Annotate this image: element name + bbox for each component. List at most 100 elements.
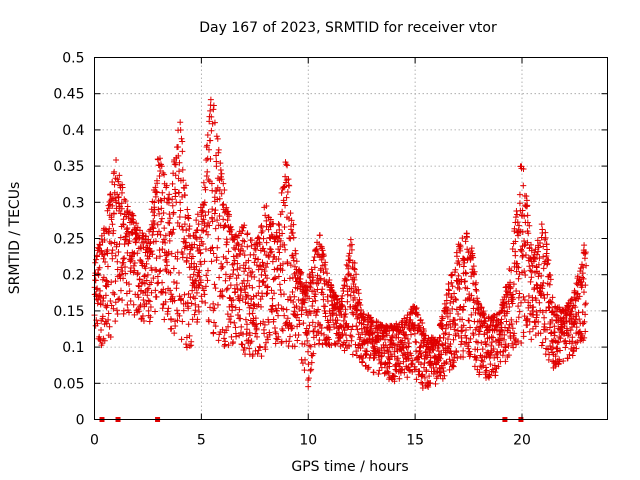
data-point bbox=[151, 220, 158, 227]
data-point bbox=[146, 318, 153, 325]
data-point bbox=[307, 367, 314, 374]
data-point bbox=[201, 258, 208, 265]
data-point bbox=[340, 317, 347, 324]
data-point bbox=[513, 318, 520, 325]
data-point bbox=[184, 254, 191, 261]
data-point bbox=[451, 290, 458, 297]
data-point bbox=[400, 350, 407, 357]
data-point bbox=[455, 310, 462, 317]
data-point bbox=[498, 316, 505, 323]
data-point bbox=[118, 205, 125, 212]
data-point bbox=[525, 299, 532, 306]
data-point bbox=[241, 238, 248, 245]
x-tick-label: 0 bbox=[90, 433, 99, 449]
data-point bbox=[248, 242, 255, 249]
data-point bbox=[294, 337, 301, 344]
data-point bbox=[122, 270, 129, 277]
data-point bbox=[96, 241, 103, 248]
data-point bbox=[222, 277, 229, 284]
data-point bbox=[250, 301, 257, 308]
data-point bbox=[575, 295, 582, 302]
data-point bbox=[210, 106, 217, 113]
data-point bbox=[460, 347, 467, 354]
data-point bbox=[537, 239, 544, 246]
data-point bbox=[521, 268, 528, 275]
data-point bbox=[286, 338, 293, 345]
data-point bbox=[267, 216, 274, 223]
data-point bbox=[342, 310, 349, 317]
data-point bbox=[460, 303, 467, 310]
data-point bbox=[287, 210, 294, 217]
data-point bbox=[176, 214, 183, 221]
data-point bbox=[528, 247, 535, 254]
data-point bbox=[141, 273, 148, 280]
data-point bbox=[246, 345, 253, 352]
data-point bbox=[444, 336, 451, 343]
data-point bbox=[116, 172, 123, 179]
data-point bbox=[225, 342, 232, 349]
data-point bbox=[233, 333, 240, 340]
data-point bbox=[145, 236, 152, 243]
data-point bbox=[298, 307, 305, 314]
data-point bbox=[339, 331, 346, 338]
data-point bbox=[514, 219, 521, 226]
data-point bbox=[515, 264, 522, 271]
data-point bbox=[551, 332, 558, 339]
data-point bbox=[145, 297, 152, 304]
data-point bbox=[201, 199, 208, 206]
data-point bbox=[208, 258, 215, 265]
data-point bbox=[157, 267, 164, 274]
data-point bbox=[283, 194, 290, 201]
data-point bbox=[447, 324, 454, 331]
data-point bbox=[338, 295, 345, 302]
data-point bbox=[202, 212, 209, 219]
data-point bbox=[139, 312, 146, 319]
data-point bbox=[211, 281, 218, 288]
data-point bbox=[262, 212, 269, 219]
data-point bbox=[579, 270, 586, 277]
data-point bbox=[515, 303, 522, 310]
data-point bbox=[469, 250, 476, 257]
data-point bbox=[579, 261, 585, 268]
data-point bbox=[98, 326, 105, 333]
data-point bbox=[175, 152, 182, 159]
axis-ticks bbox=[94, 57, 608, 420]
data-point bbox=[321, 331, 328, 338]
data-point bbox=[543, 241, 550, 248]
data-point bbox=[528, 241, 535, 248]
data-point bbox=[317, 275, 324, 282]
data-point bbox=[356, 296, 363, 303]
data-point bbox=[197, 234, 204, 241]
data-point bbox=[519, 253, 526, 260]
data-point bbox=[224, 311, 231, 318]
data-point bbox=[456, 304, 463, 311]
data-point bbox=[555, 339, 562, 346]
data-point bbox=[404, 374, 411, 381]
data-point bbox=[375, 371, 382, 378]
data-point bbox=[542, 335, 549, 342]
data-point bbox=[498, 341, 505, 348]
data-point bbox=[546, 304, 553, 311]
data-point bbox=[143, 300, 150, 307]
data-point bbox=[279, 267, 286, 274]
data-point bbox=[241, 252, 248, 259]
data-point bbox=[341, 327, 348, 334]
data-point bbox=[214, 301, 221, 308]
data-point bbox=[207, 107, 214, 114]
data-point bbox=[181, 291, 188, 298]
data-point bbox=[471, 271, 478, 278]
data-point bbox=[531, 284, 538, 291]
data-point bbox=[100, 274, 107, 281]
data-point bbox=[209, 206, 216, 213]
data-point bbox=[497, 319, 504, 326]
data-point bbox=[110, 227, 117, 234]
data-point bbox=[453, 296, 460, 303]
data-point bbox=[282, 173, 289, 180]
data-point bbox=[213, 163, 220, 170]
data-point bbox=[467, 335, 474, 342]
data-point bbox=[539, 339, 546, 346]
data-point bbox=[311, 264, 318, 271]
data-point bbox=[197, 261, 204, 268]
data-point bbox=[383, 332, 390, 339]
data-point bbox=[574, 339, 581, 346]
